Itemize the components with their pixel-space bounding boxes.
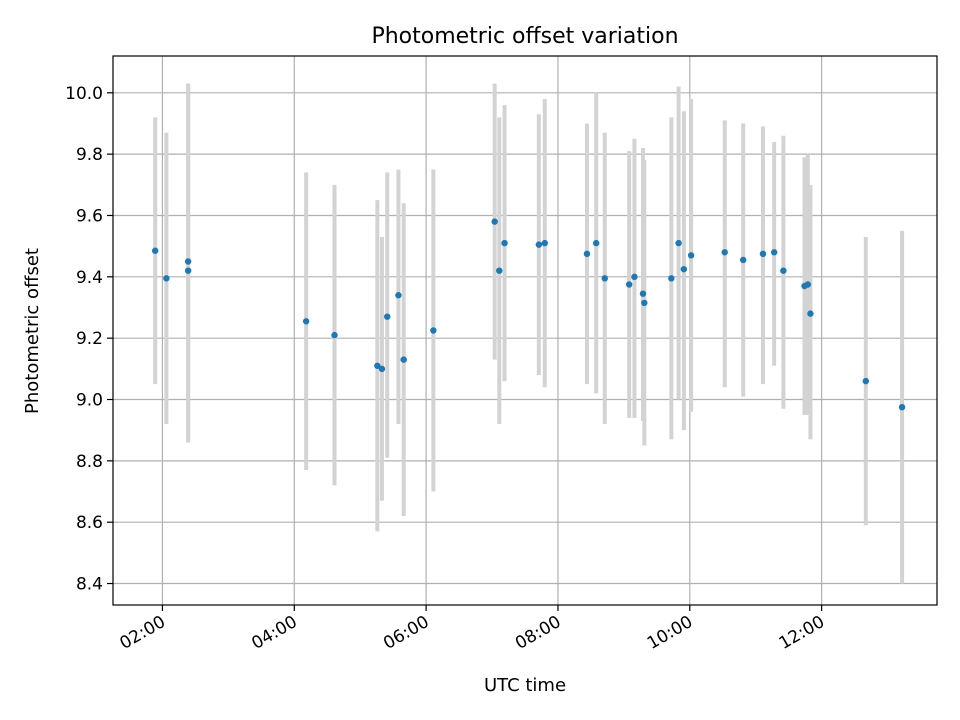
data-point [780,267,787,274]
data-point [400,356,407,363]
y-axis-label: Photometric offset [22,248,43,414]
x-tick-label: 02:00 [117,612,169,654]
data-point [770,249,778,256]
data-point [501,239,508,247]
data-points [151,218,906,411]
data-point [374,362,381,369]
data-point [583,250,591,258]
y-tick-label: 10.0 [65,84,103,104]
data-point [739,256,747,264]
y-tick-label: 8.8 [76,452,103,472]
data-point [862,377,870,385]
x-tick-label: 06:00 [380,612,432,654]
y-tick-label: 9.8 [76,145,103,165]
grid-lines [113,56,937,605]
data-point [668,275,675,282]
y-tick-label: 9.2 [76,329,103,349]
axis-ticks: 8.4 8.6 8.8 9.0 9.2 9.4 9.6 9.8 10.0 02:00 04:00 06… [65,84,828,654]
data-point [675,239,682,247]
y-tick-label: 8.4 [76,575,103,595]
data-point [641,299,648,307]
x-tick-label: 12:00 [776,612,828,654]
error-bars [153,83,905,584]
y-tick-label: 8.6 [76,513,103,533]
data-point [541,239,548,247]
x-tick-label: 08:00 [512,612,564,654]
chart-title: Photometric offset variation [371,24,678,49]
data-point [687,252,695,259]
data-point [804,281,811,288]
data-point [759,250,767,258]
data-point [639,290,647,297]
data-point [384,313,391,320]
data-point [807,310,814,317]
data-point [496,267,503,274]
data-point [430,327,437,334]
data-point [898,403,906,411]
data-point [395,292,402,299]
data-point [184,258,192,265]
y-tick-label: 9.6 [76,206,103,226]
data-point [151,247,159,254]
data-point [592,239,600,247]
data-point [535,241,543,248]
data-point [378,365,386,373]
y-tick-label: 9.0 [76,391,103,411]
data-point [184,267,192,274]
data-point [680,265,688,273]
data-point [601,275,608,282]
data-point [721,249,728,256]
data-point [163,275,170,282]
x-tick-label: 04:00 [248,612,300,654]
x-axis-label: UTC time [484,675,566,696]
data-point [302,318,310,325]
data-point [631,273,638,281]
data-point [491,218,498,225]
x-tick-label: 10:00 [644,612,696,654]
plot-frame [112,55,938,606]
data-point [331,331,338,339]
y-tick-label: 9.4 [76,268,103,288]
data-point [625,281,633,288]
